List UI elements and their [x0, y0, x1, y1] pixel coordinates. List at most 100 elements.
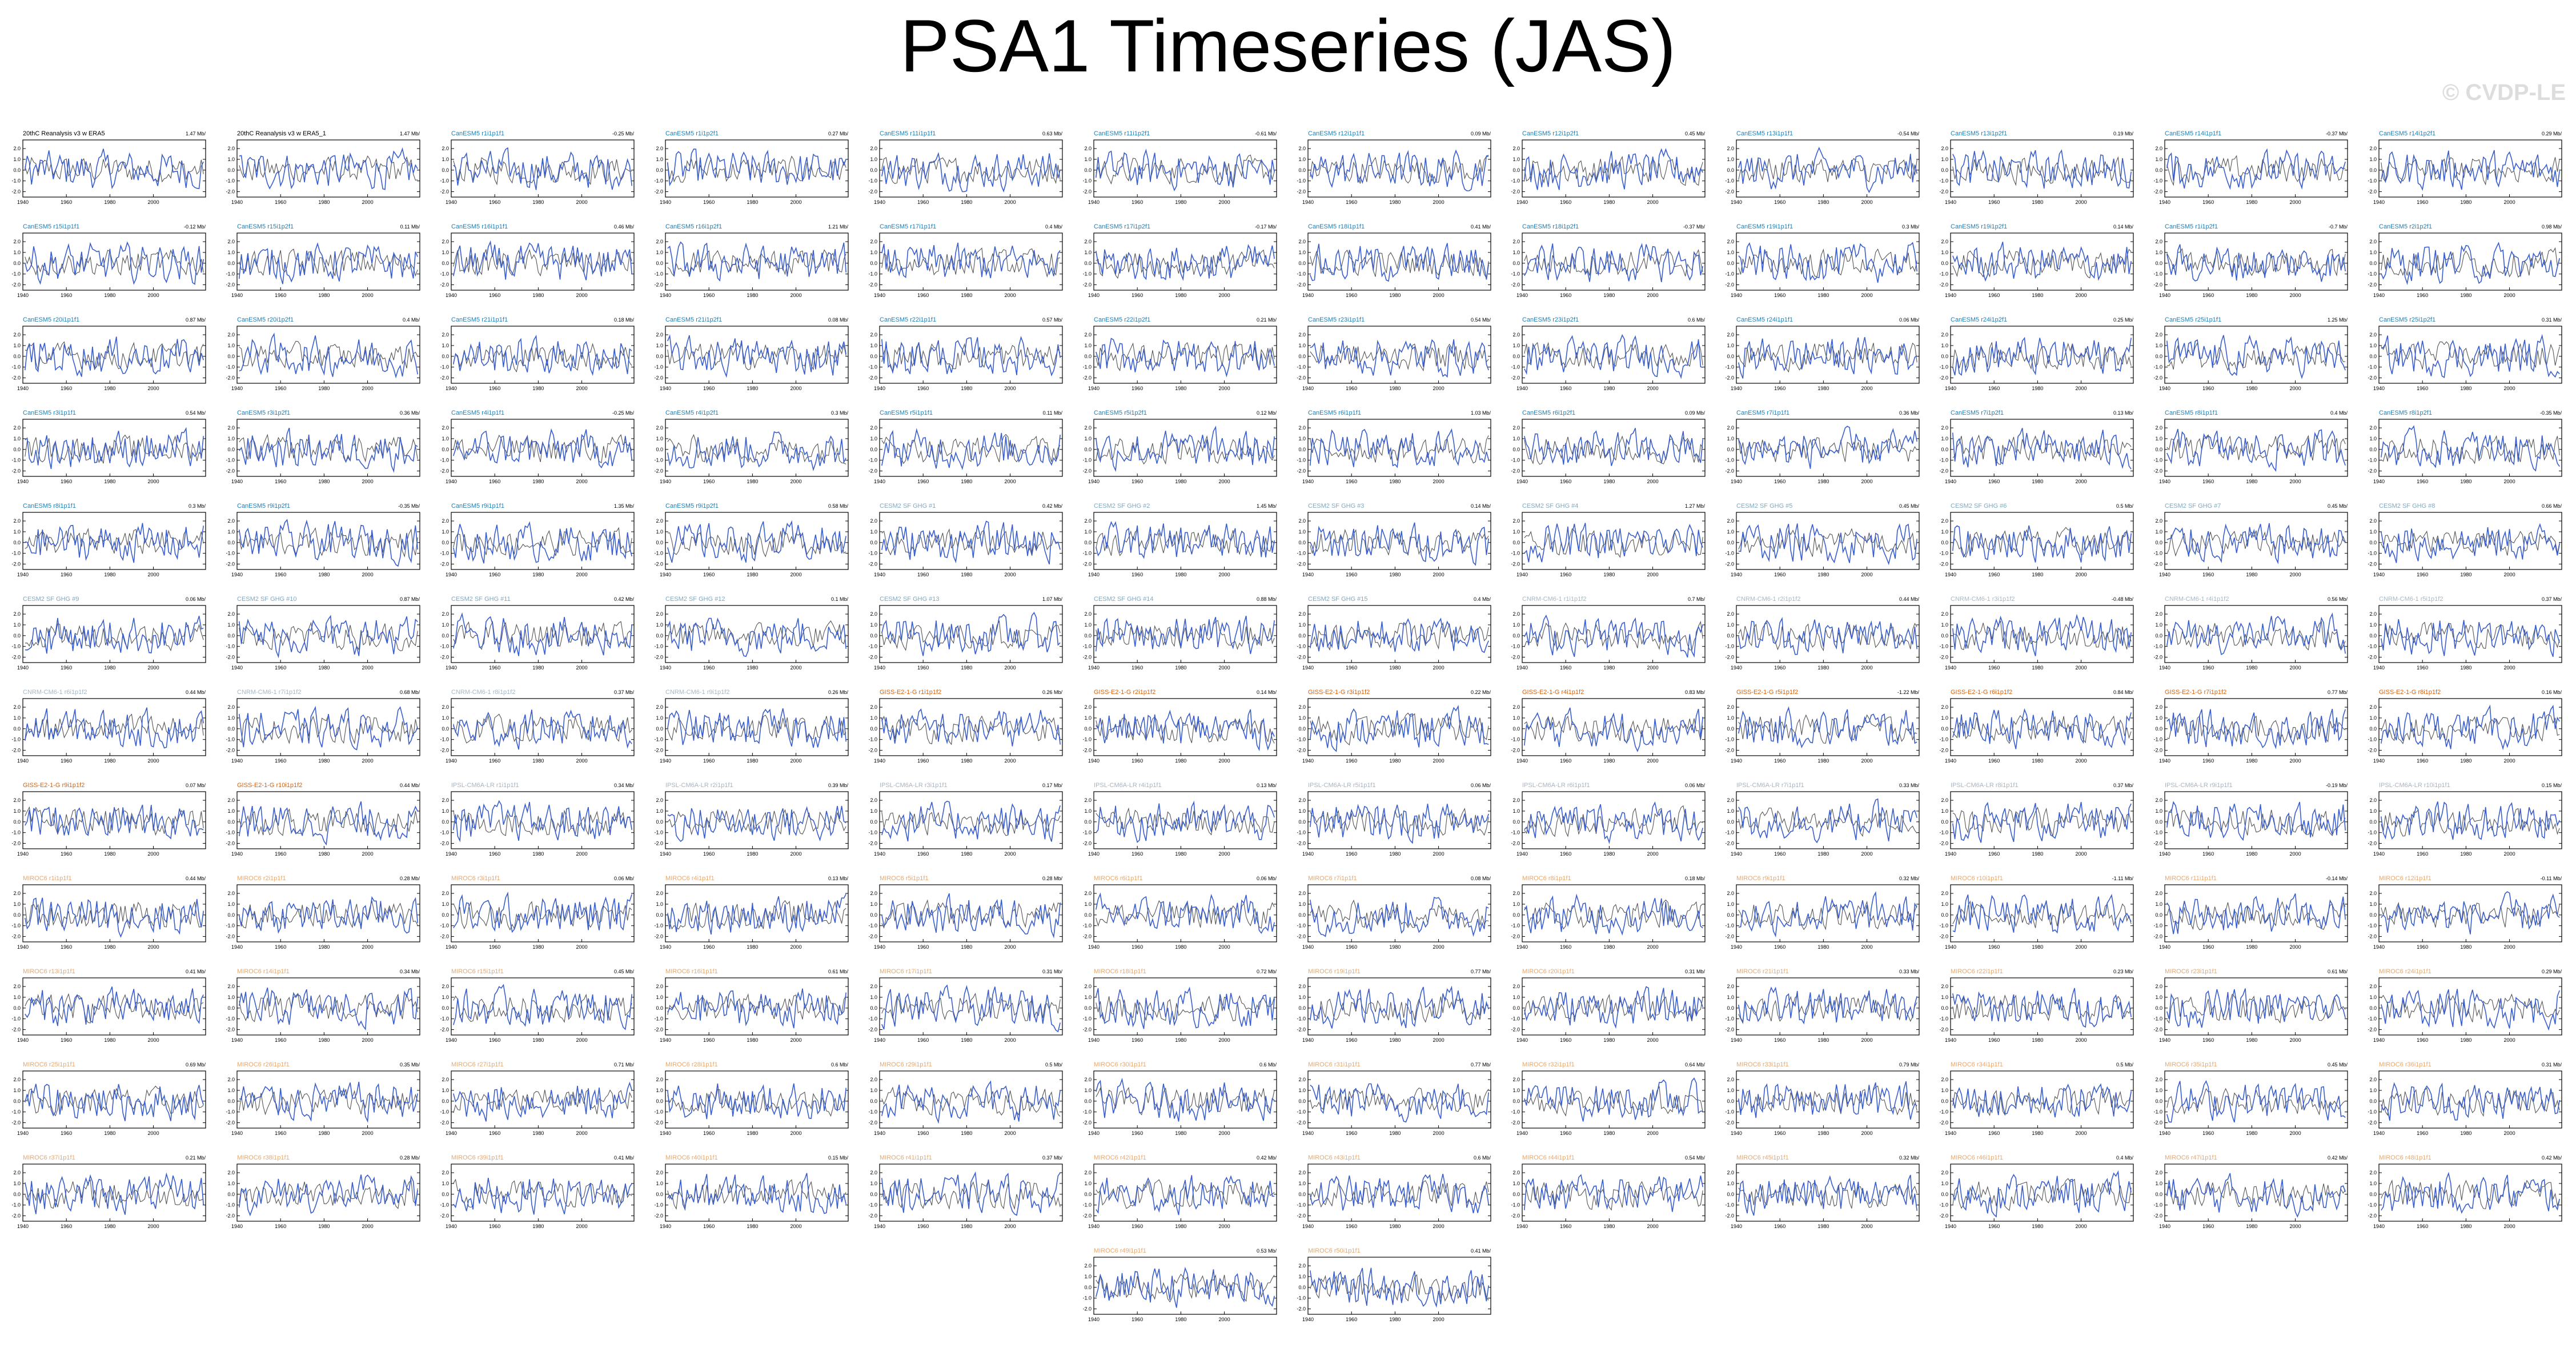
x-tick-label: 1960	[1774, 1130, 1785, 1136]
y-tick-label: -2.0	[2368, 748, 2377, 753]
x-tick-label: 1980	[2460, 944, 2471, 950]
x-tick-label: 2000	[1433, 386, 1445, 391]
x-tick-label: 2000	[1433, 479, 1445, 484]
observed-line	[25, 434, 204, 464]
y-tick-label: 2.0	[1298, 1077, 1306, 1082]
x-tick-label: 1960	[1774, 479, 1785, 484]
observed-line	[1952, 156, 2132, 186]
observed-line	[25, 527, 204, 554]
y-tick-label: 2.0	[1084, 611, 1092, 617]
x-tick-label: 1980	[1603, 199, 1615, 205]
y-tick-label: 1.0	[870, 343, 877, 348]
panel-stat: 0.31 Mb/	[2542, 1062, 2562, 1068]
y-tick-label: 1.0	[1941, 715, 1948, 721]
x-tick-label: 1980	[532, 1130, 544, 1136]
y-tick-label: 2.0	[227, 611, 235, 617]
x-tick-label: 2000	[2504, 386, 2515, 391]
panel-stat: 0.54 Mb/	[1471, 317, 1491, 323]
y-tick-label: -2.0	[226, 1027, 235, 1033]
y-tick-label: -2.0	[1082, 655, 1092, 660]
plot-frame	[1950, 232, 2134, 291]
x-tick-label: 1960	[1346, 292, 1357, 298]
y-tick-label: 0.0	[1298, 447, 1306, 452]
x-tick-label: 1940	[446, 944, 457, 950]
x-tick-label: 1960	[1774, 851, 1785, 857]
x-tick-label: 2000	[791, 572, 802, 577]
x-tick-label: 1940	[446, 851, 457, 857]
simulated-line	[1524, 428, 1703, 466]
simulated-line	[667, 241, 846, 282]
y-tick-label: 1.0	[2369, 529, 2377, 535]
y-tick-label: 1.0	[2155, 1181, 2162, 1186]
panel-stat: 0.37 Mb/	[614, 689, 635, 695]
observed-line	[453, 527, 632, 556]
y-tick-label: 1.0	[227, 436, 235, 442]
simulated-line	[1738, 891, 1917, 938]
y-tick-label: -1.0	[11, 644, 21, 649]
plot-frame	[1093, 977, 1277, 1036]
x-tick-label: 1960	[703, 199, 715, 205]
y-tick-label: 2.0	[442, 239, 449, 244]
y-tick-label: 2.0	[656, 890, 663, 896]
y-tick-label: -1.0	[868, 923, 877, 929]
panel-stat: 0.14 Mb/	[1257, 689, 1277, 695]
x-tick-label: 1960	[703, 851, 715, 857]
y-tick-label: -2.0	[1725, 561, 1734, 567]
y-tick-label: 2.0	[1512, 425, 1520, 431]
panel-title: CNRM-CM6-1 r3i1p1f2	[1951, 596, 2015, 603]
panel: MIROC6 r38i1p1f1 0.28 Mb/2.01.00.0-1.0-2.…	[226, 1154, 420, 1229]
panel-title: CanESM5 r7i1p2f1	[1951, 410, 2004, 416]
x-tick-label: 1960	[2202, 1223, 2214, 1229]
x-tick-label: 1940	[1731, 199, 1742, 205]
x-tick-label: 1960	[489, 572, 500, 577]
simulated-line	[1310, 149, 1489, 191]
simulated-line	[881, 336, 1061, 377]
y-tick-label: 0.0	[1512, 819, 1520, 825]
y-tick-label: 1.0	[1512, 343, 1520, 348]
x-tick-label: 1960	[917, 665, 929, 671]
y-tick-label: -1.0	[1511, 1016, 1520, 1022]
y-tick-label: 1.0	[1084, 157, 1092, 162]
y-tick-label: -2.0	[654, 561, 663, 567]
x-tick-label: 1960	[61, 572, 72, 577]
panel-title: MIROC6 r20i1p1f1	[1522, 968, 1575, 975]
y-tick-label: 1.0	[1298, 715, 1306, 721]
y-tick-label: 1.0	[1941, 343, 1948, 348]
simulated-line	[2381, 1082, 2560, 1121]
observed-line	[1952, 994, 2132, 1022]
panel: 20thC Reanalysis v3 w ERA5 1.47 Mb/2.01.0…	[11, 130, 206, 205]
x-tick-label: 1980	[747, 944, 758, 950]
y-tick-label: -2.0	[868, 282, 877, 288]
y-tick-label: 0.0	[656, 1005, 663, 1011]
panel-stat: 0.06 Mb/	[186, 596, 206, 602]
x-tick-label: 1980	[1389, 944, 1401, 950]
observed-line	[1952, 434, 2132, 465]
x-tick-label: 1960	[275, 479, 286, 484]
panel-stat: 0.41 Mb/	[1471, 224, 1491, 230]
plot-frame	[879, 1070, 1063, 1129]
x-tick-label: 1960	[275, 1037, 286, 1043]
panel: MIROC6 r25i1p1f1 0.69 Mb/2.01.00.0-1.0-2.…	[11, 1061, 206, 1136]
y-tick-label: 0.0	[1298, 1005, 1306, 1011]
y-tick-label: 0.0	[1727, 1191, 1734, 1197]
panel-stat: 0.37 Mb/	[1042, 1155, 1063, 1161]
panel: GISS-E2-1-G r4i1p1f2 0.83 Mb/2.01.00.0-1.…	[1511, 689, 1706, 764]
observed-line	[239, 900, 418, 929]
plot-frame	[1950, 791, 2134, 849]
x-tick-label: 1980	[1175, 479, 1186, 484]
y-tick-label: -1.0	[1725, 271, 1734, 277]
panel-stat: -0.7 Mb/	[2329, 224, 2348, 230]
y-tick-label: -2.0	[11, 189, 21, 195]
x-tick-label: 1960	[1560, 851, 1571, 857]
y-tick-label: 0.0	[1512, 1005, 1520, 1011]
x-tick-label: 1960	[61, 1037, 72, 1043]
observed-line	[1524, 620, 1703, 651]
y-tick-label: -1.0	[1939, 364, 1948, 370]
y-tick-label: 0.0	[1512, 633, 1520, 639]
panel-stat: 1.47 Mb/	[400, 131, 420, 137]
y-tick-label: -2.0	[1511, 841, 1520, 846]
panel-stat: 0.66 Mb/	[2542, 503, 2562, 509]
x-tick-label: 1980	[747, 572, 758, 577]
plot-frame	[1307, 326, 1491, 384]
y-tick-label: -1.0	[440, 178, 449, 184]
